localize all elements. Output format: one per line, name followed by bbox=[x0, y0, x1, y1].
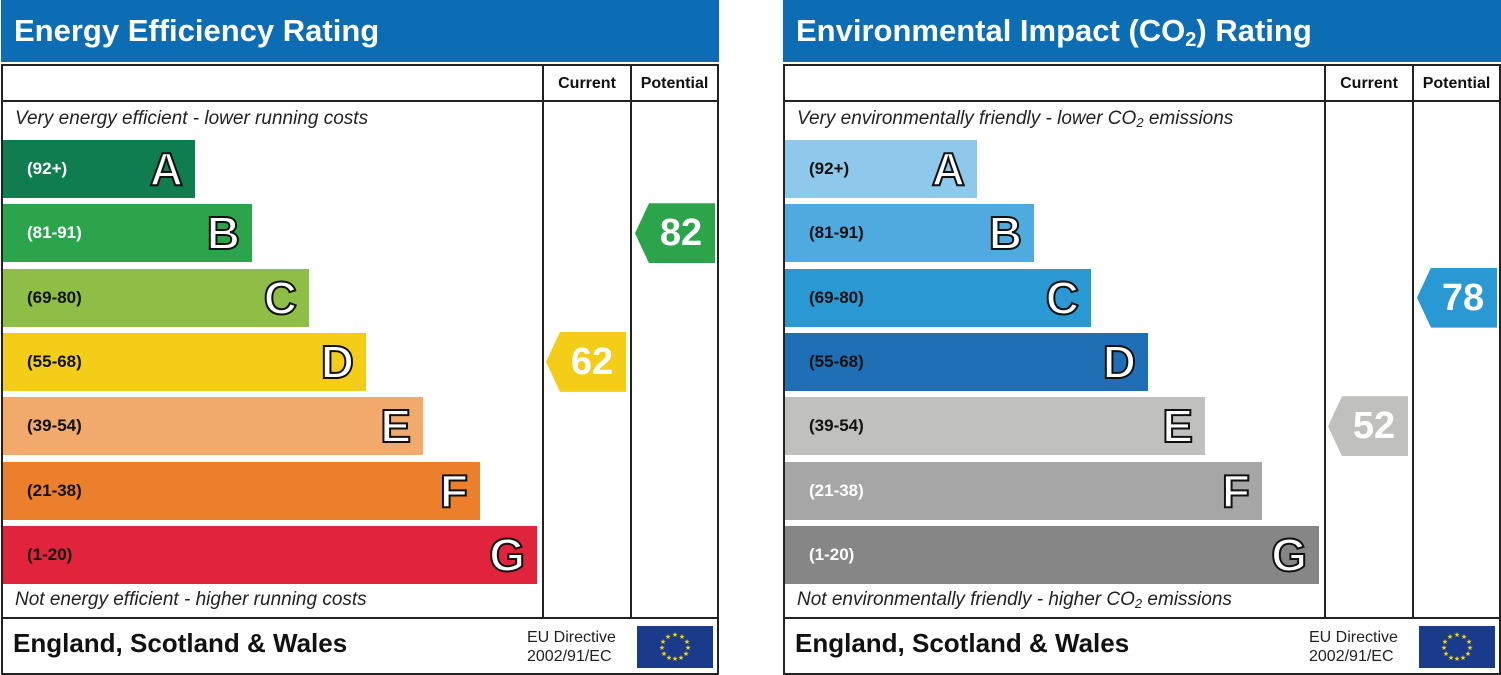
rating-band-e: (39-54) E bbox=[785, 397, 1205, 456]
rating-band-e: (39-54) E bbox=[3, 397, 423, 456]
band-range-label: (39-54) bbox=[809, 416, 864, 436]
rating-band-c: (69-80) C bbox=[3, 268, 309, 327]
band-range-label: (21-38) bbox=[27, 480, 82, 500]
potential-column-header: Potential bbox=[640, 75, 709, 92]
current-column-header: Current bbox=[558, 75, 616, 92]
svg-text:★: ★ bbox=[660, 638, 666, 646]
current-column-header: Current bbox=[1340, 75, 1398, 92]
bottom-note: Not environmentally friendly - higher CO… bbox=[797, 589, 1232, 611]
rating-band-c: (69-80) C bbox=[785, 268, 1091, 327]
environmental-impact-panel: Environmental Impact (CO2) Rating Curren… bbox=[783, 0, 1501, 675]
rating-band-a: (92+) A bbox=[785, 140, 977, 198]
band-letter: G bbox=[1270, 528, 1308, 582]
band-range-label: (69-80) bbox=[27, 287, 82, 307]
svg-text:★: ★ bbox=[685, 644, 691, 652]
band-letter: B bbox=[988, 206, 1023, 260]
eu-directive-line1: EU Directive bbox=[527, 629, 616, 646]
svg-text:★: ★ bbox=[1441, 644, 1447, 652]
top-note: Very energy efficient - lower running co… bbox=[15, 108, 369, 129]
svg-text:★: ★ bbox=[683, 650, 689, 658]
current-rating-arrow: 52 bbox=[1328, 396, 1408, 457]
band-range-label: (55-68) bbox=[27, 351, 82, 371]
band-range-label: (21-38) bbox=[809, 480, 864, 500]
band-letter: D bbox=[1102, 335, 1137, 389]
band-range-label: (69-80) bbox=[809, 287, 864, 307]
svg-text:★: ★ bbox=[659, 644, 665, 652]
environmental-impact-title: Environmental Impact (CO2) Rating bbox=[783, 0, 1501, 62]
band-letter: C bbox=[1045, 271, 1080, 325]
eu-flag-icon: ★ ★ ★ ★ ★ ★ ★ ★ ★ ★ ★ ★ bbox=[1419, 626, 1495, 668]
rating-band-d: (55-68) D bbox=[785, 332, 1148, 391]
svg-text:★: ★ bbox=[672, 631, 678, 639]
band-range-label: (55-68) bbox=[809, 351, 864, 371]
rating-band-a: (92+) A bbox=[3, 140, 195, 198]
rating-band-f: (21-38) F bbox=[785, 461, 1262, 520]
band-letter: D bbox=[320, 335, 355, 389]
potential-column-header: Potential bbox=[1422, 75, 1491, 92]
band-range-label: (81-91) bbox=[809, 223, 864, 243]
top-note: Very environmentally friendly - lower CO… bbox=[797, 108, 1234, 130]
svg-text:★: ★ bbox=[1447, 633, 1453, 641]
svg-text:★: ★ bbox=[1460, 654, 1466, 662]
band-range-label: (92+) bbox=[809, 159, 850, 178]
rating-band-f: (21-38) F bbox=[3, 461, 480, 520]
band-letter: C bbox=[263, 271, 298, 325]
rating-band-b: (81-91) B bbox=[785, 204, 1034, 263]
band-letter: A bbox=[149, 142, 184, 196]
svg-text:★: ★ bbox=[666, 654, 672, 662]
rating-band-g: (1-20) G bbox=[3, 525, 537, 584]
svg-text:★: ★ bbox=[1442, 638, 1448, 646]
environmental-impact-frame: Current Potential Very environmentally f… bbox=[783, 64, 1501, 675]
svg-text:★: ★ bbox=[672, 655, 678, 663]
svg-text:★: ★ bbox=[679, 633, 685, 641]
eu-directive-line2: 2002/91/EC bbox=[1309, 648, 1394, 665]
svg-text:★: ★ bbox=[1465, 650, 1471, 658]
svg-text:★: ★ bbox=[665, 633, 671, 641]
bottom-note: Not energy efficient - higher running co… bbox=[15, 589, 367, 610]
band-letter: A bbox=[931, 142, 966, 196]
svg-text:★: ★ bbox=[1461, 633, 1467, 641]
eu-directive-line1: EU Directive bbox=[1309, 629, 1398, 646]
band-letter: E bbox=[379, 399, 412, 453]
svg-text:★: ★ bbox=[661, 650, 667, 658]
eu-directive-line2: 2002/91/EC bbox=[527, 648, 612, 665]
current-rating-arrow: 62 bbox=[546, 331, 626, 392]
svg-text:★: ★ bbox=[678, 654, 684, 662]
energy-efficiency-title: Energy Efficiency Rating bbox=[1, 0, 719, 62]
eu-directive-text: EU Directive 2002/91/EC bbox=[1309, 628, 1417, 666]
rating-band-d: (55-68) D bbox=[3, 332, 366, 391]
rating-band-g: (1-20) G bbox=[785, 525, 1319, 584]
potential-rating-arrow: 78 bbox=[1417, 267, 1497, 328]
svg-text:★: ★ bbox=[1454, 655, 1460, 663]
svg-text:★: ★ bbox=[1448, 654, 1454, 662]
potential-rating-arrow: 82 bbox=[635, 203, 715, 264]
svg-text:★: ★ bbox=[1443, 650, 1449, 658]
band-range-label: (1-20) bbox=[27, 544, 73, 564]
svg-text:★: ★ bbox=[1466, 638, 1472, 646]
energy-efficiency-frame: Current Potential Very energy efficient … bbox=[1, 64, 719, 675]
band-letter: F bbox=[439, 464, 469, 518]
band-range-label: (1-20) bbox=[809, 544, 855, 564]
band-range-label: (39-54) bbox=[27, 416, 82, 436]
eu-flag-icon: ★ ★ ★ ★ ★ ★ ★ ★ ★ ★ ★ ★ bbox=[637, 626, 713, 668]
band-range-label: (81-91) bbox=[27, 223, 82, 243]
band-letter: F bbox=[1221, 464, 1251, 518]
region-label: England, Scotland & Wales bbox=[795, 628, 1130, 658]
eu-stars-icon: ★ ★★ ★★★ ★★★ ★★★ bbox=[659, 631, 691, 663]
svg-text:★: ★ bbox=[684, 638, 690, 646]
eu-directive-text: EU Directive 2002/91/EC bbox=[527, 628, 635, 666]
band-letter: G bbox=[488, 528, 526, 582]
svg-text:★: ★ bbox=[1467, 644, 1473, 652]
energy-efficiency-panel: Energy Efficiency Rating Current Potenti… bbox=[1, 0, 719, 675]
rating-band-b: (81-91) B bbox=[3, 204, 252, 263]
eu-stars-icon: ★ ★★ ★★★ ★★★ ★★★ bbox=[1441, 631, 1473, 663]
band-letter: B bbox=[206, 206, 241, 260]
region-label: England, Scotland & Wales bbox=[13, 628, 348, 658]
band-letter: E bbox=[1161, 399, 1194, 453]
band-range-label: (92+) bbox=[27, 159, 68, 178]
svg-text:★: ★ bbox=[1454, 631, 1460, 639]
